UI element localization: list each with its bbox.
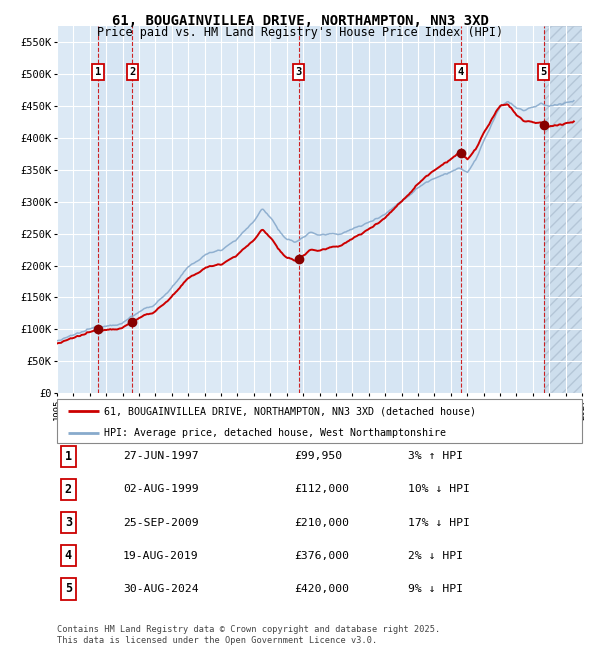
Text: 61, BOUGAINVILLEA DRIVE, NORTHAMPTON, NN3 3XD (detached house): 61, BOUGAINVILLEA DRIVE, NORTHAMPTON, NN… xyxy=(104,406,476,417)
Text: 3: 3 xyxy=(296,67,302,77)
Text: 27-JUN-1997: 27-JUN-1997 xyxy=(123,451,199,462)
Text: 1: 1 xyxy=(65,450,72,463)
Text: Price paid vs. HM Land Registry's House Price Index (HPI): Price paid vs. HM Land Registry's House … xyxy=(97,26,503,39)
Bar xyxy=(98,26,133,393)
Text: 5: 5 xyxy=(541,67,547,77)
Text: 02-AUG-1999: 02-AUG-1999 xyxy=(123,484,199,495)
Text: 17% ↓ HPI: 17% ↓ HPI xyxy=(408,517,470,528)
Bar xyxy=(544,26,582,393)
Text: 3: 3 xyxy=(65,516,72,529)
Bar xyxy=(299,26,461,393)
Text: £420,000: £420,000 xyxy=(294,584,349,594)
Text: 19-AUG-2019: 19-AUG-2019 xyxy=(123,551,199,561)
Text: 2% ↓ HPI: 2% ↓ HPI xyxy=(408,551,463,561)
Text: 2: 2 xyxy=(129,67,136,77)
Text: 9% ↓ HPI: 9% ↓ HPI xyxy=(408,584,463,594)
Text: £210,000: £210,000 xyxy=(294,517,349,528)
Text: 5: 5 xyxy=(65,582,72,595)
Text: 10% ↓ HPI: 10% ↓ HPI xyxy=(408,484,470,495)
Text: 30-AUG-2024: 30-AUG-2024 xyxy=(123,584,199,594)
Text: £376,000: £376,000 xyxy=(294,551,349,561)
Text: 4: 4 xyxy=(65,549,72,562)
Text: 4: 4 xyxy=(458,67,464,77)
Text: Contains HM Land Registry data © Crown copyright and database right 2025.
This d: Contains HM Land Registry data © Crown c… xyxy=(57,625,440,645)
Text: £99,950: £99,950 xyxy=(294,451,342,462)
Text: 25-SEP-2009: 25-SEP-2009 xyxy=(123,517,199,528)
Text: HPI: Average price, detached house, West Northamptonshire: HPI: Average price, detached house, West… xyxy=(104,428,446,437)
Text: 61, BOUGAINVILLEA DRIVE, NORTHAMPTON, NN3 3XD: 61, BOUGAINVILLEA DRIVE, NORTHAMPTON, NN… xyxy=(112,14,488,29)
Text: 2: 2 xyxy=(65,483,72,496)
Text: 1: 1 xyxy=(95,67,101,77)
Text: 3% ↑ HPI: 3% ↑ HPI xyxy=(408,451,463,462)
Text: £112,000: £112,000 xyxy=(294,484,349,495)
